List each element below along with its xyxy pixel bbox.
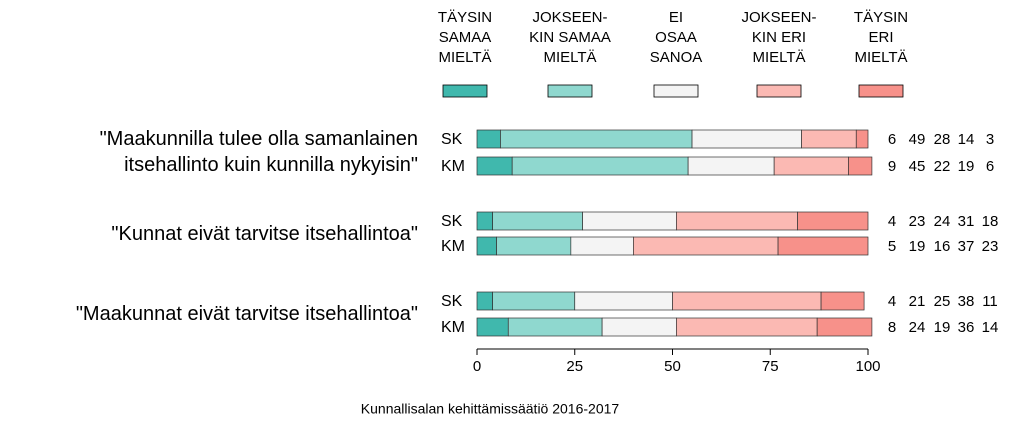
bar-segment bbox=[676, 317, 818, 337]
legend-label: TÄYSIN ERI MIELTÄ bbox=[853, 9, 909, 66]
legend-label: EI OSAA SANOA bbox=[649, 9, 703, 66]
value-label: 11 bbox=[982, 293, 998, 310]
value-label: 37 bbox=[958, 238, 975, 255]
bar-segment bbox=[476, 156, 513, 176]
value-label: 36 bbox=[958, 319, 975, 336]
x-tick-label: 50 bbox=[664, 358, 681, 375]
value-label: 6 bbox=[888, 131, 896, 148]
legend-label: JOKSEEN- KIN SAMAA MIELTÄ bbox=[529, 9, 611, 66]
value-label: 5 bbox=[888, 238, 896, 255]
statement-label: "Kunnat eivät tarvitse itsehallintoa" bbox=[111, 223, 418, 245]
legend-label: TÄYSIN SAMAA MIELTÄ bbox=[437, 9, 493, 66]
row-label: KM bbox=[441, 158, 465, 175]
bar-segment bbox=[507, 317, 603, 337]
value-label: 45 bbox=[909, 158, 926, 175]
row-label: KM bbox=[441, 319, 465, 336]
legend-swatch bbox=[653, 84, 699, 98]
legend-swatch bbox=[442, 84, 488, 98]
bar-segment bbox=[582, 211, 677, 231]
bar-segment bbox=[855, 129, 869, 149]
value-label: 38 bbox=[958, 293, 975, 310]
legend-swatch bbox=[547, 84, 593, 98]
x-tick-label: 0 bbox=[473, 358, 481, 375]
x-tick-label: 75 bbox=[762, 358, 779, 375]
bar-segment bbox=[633, 236, 779, 256]
row-label: SK bbox=[441, 293, 463, 310]
bar-segment bbox=[801, 129, 857, 149]
value-label: 8 bbox=[888, 319, 896, 336]
value-label: 23 bbox=[909, 213, 926, 230]
bar-segment bbox=[777, 236, 869, 256]
value-label: 9 bbox=[888, 158, 896, 175]
value-label: 19 bbox=[958, 158, 975, 175]
bar-segment bbox=[574, 291, 673, 311]
value-label: 28 bbox=[934, 131, 951, 148]
value-label: 18 bbox=[982, 213, 999, 230]
value-label: 23 bbox=[982, 238, 999, 255]
value-label: 14 bbox=[982, 319, 999, 336]
bar-segment bbox=[476, 129, 501, 149]
bar-segment bbox=[570, 236, 634, 256]
value-label: 4 bbox=[888, 213, 896, 230]
legend-swatch bbox=[858, 84, 904, 98]
bar-segment bbox=[848, 156, 873, 176]
bar-segment bbox=[476, 211, 493, 231]
bar-segment bbox=[511, 156, 689, 176]
legend-swatch bbox=[756, 84, 802, 98]
bar-segment bbox=[492, 211, 583, 231]
value-label: 21 bbox=[909, 293, 926, 310]
value-label: 24 bbox=[934, 213, 951, 230]
source: Kunnallisalan kehittämissäätiö 2016-2017 bbox=[361, 401, 620, 417]
legend-label: JOKSEEN- KIN ERI MIELTÄ bbox=[741, 9, 817, 66]
value-label: 3 bbox=[986, 131, 994, 148]
bar-segment bbox=[816, 317, 873, 337]
row-label: KM bbox=[441, 238, 465, 255]
value-label: 24 bbox=[909, 319, 926, 336]
bar-segment bbox=[476, 236, 497, 256]
row-label: SK bbox=[441, 131, 463, 148]
bar-segment bbox=[820, 291, 865, 311]
value-label: 4 bbox=[888, 293, 896, 310]
value-label: 49 bbox=[909, 131, 926, 148]
x-tick-label: 25 bbox=[566, 358, 583, 375]
bar-segment bbox=[672, 291, 822, 311]
statement-label: "Maakunnat eivät tarvitse itsehallintoa" bbox=[75, 303, 418, 325]
bar-segment bbox=[500, 129, 693, 149]
bar-segment bbox=[476, 317, 509, 337]
bar-segment bbox=[773, 156, 849, 176]
row-label: SK bbox=[441, 213, 463, 230]
bar-segment bbox=[601, 317, 677, 337]
value-label: 6 bbox=[986, 158, 994, 175]
value-label: 19 bbox=[934, 319, 951, 336]
value-label: 14 bbox=[958, 131, 975, 148]
bar-segment bbox=[691, 129, 802, 149]
bar-segment bbox=[797, 211, 869, 231]
bar-segment bbox=[476, 291, 493, 311]
bar-segment bbox=[496, 236, 572, 256]
bar-segment bbox=[492, 291, 576, 311]
bar-segment bbox=[687, 156, 775, 176]
bar-segment bbox=[676, 211, 798, 231]
value-label: 25 bbox=[934, 293, 951, 310]
value-label: 16 bbox=[934, 238, 951, 255]
value-label: 31 bbox=[958, 213, 975, 230]
value-label: 19 bbox=[909, 238, 926, 255]
value-label: 22 bbox=[934, 158, 951, 175]
x-tick-label: 100 bbox=[855, 358, 880, 375]
statement-label: "Maakunnilla tulee olla samanlainen itse… bbox=[99, 128, 418, 176]
